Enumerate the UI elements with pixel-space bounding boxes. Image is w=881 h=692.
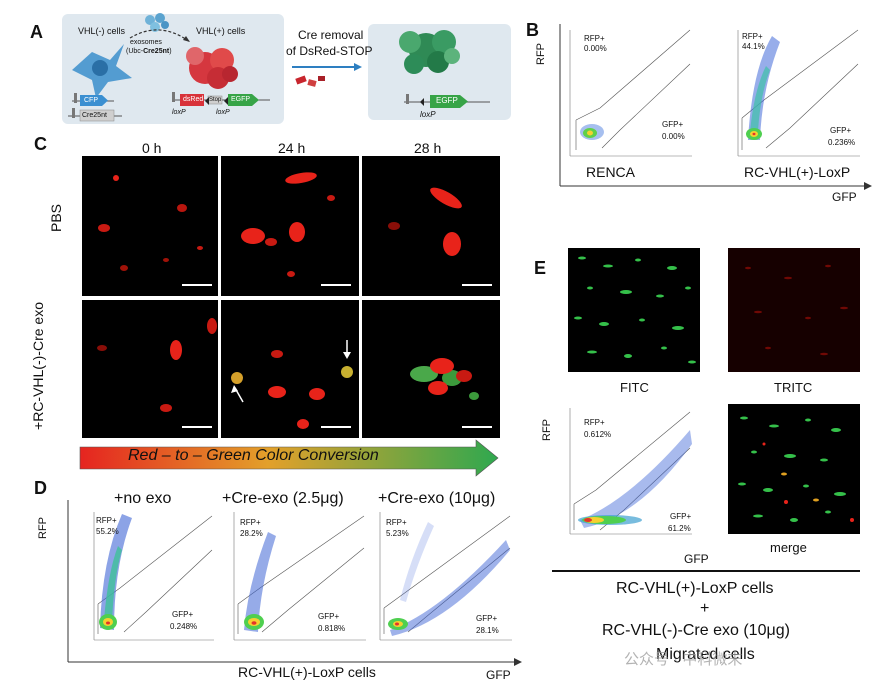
e-caption-line1: RC-VHL(+)-LoxP cells [616,580,774,597]
d1-rfp-pct: 55.2% [96,527,119,536]
micrograph-merge [728,404,860,534]
e-caption-plus: + [700,600,710,617]
micrograph-pbs-28h [362,156,500,296]
d2-rfp-pct: 28.2% [240,529,263,538]
micrograph-fitc [568,248,700,372]
exosomes-label: exosomes [130,39,162,46]
e-caption-line4: Migrated cells [656,646,755,663]
d1-gfp-gate: GFP+ [172,610,194,619]
d-title-no-exo: +no exo [114,490,172,507]
e-gfp-pct: 61.2% [668,524,691,533]
dsred-stop-label: of DsRed-STOP [286,44,373,58]
flow-plot-rc-vhl-loxp [737,29,860,157]
panel-label-e: E [534,258,547,278]
panel-e-divider [552,570,860,572]
time-24h: 24 h [278,140,306,156]
watermark: 公众号 · 中科微末 [624,651,743,668]
micrograph-pbs-24h [221,156,359,296]
flow-plot-cre-exo-2-5 [233,512,366,641]
panel-label-a: A [30,22,43,42]
d-title-cre-10: +Cre-exo (10μg) [378,490,496,507]
egfp-result-label: EGFP [436,96,458,105]
flow-plot-no-exo [93,512,214,641]
d3-rfp-pct: 5.23% [386,529,409,538]
micrograph-cre-24h [221,300,359,438]
d3-gfp-pct: 28.1% [476,626,499,635]
micrograph-cre-28h [362,300,500,438]
e-caption-line3: RC-VHL(-)-Cre exo (10μg) [602,622,790,639]
panel-b-x-axis-label: GFP [832,190,857,204]
label-fitc: FITC [620,380,649,395]
dsred-gene-label: dsRed [183,96,204,103]
loxp-label-2: loxP [216,109,230,116]
b1-gfp-pct: 0.00% [662,132,685,141]
ubc-cre-label: (Ubc-Cre25nt) [126,48,172,55]
cre-removal-label: Cre removal [298,28,364,42]
micrograph-pbs-0h [82,156,218,296]
b2-sample-name: RC-VHL(+)-LoxP [744,164,851,180]
cre25nt-gene-label: Cre25nt [82,112,107,119]
d2-rfp-gate: RFP+ [240,518,261,527]
e-rfp-gate: RFP+ [584,418,605,427]
panel-d-caption: RC-VHL(+)-LoxP cells [238,664,376,680]
vhl-pos-label: VHL(+) cells [196,26,246,36]
d1-gfp-pct: 0.248% [170,622,198,631]
d3-rfp-gate: RFP+ [386,518,407,527]
time-0h: 0 h [142,140,162,156]
time-28h: 28 h [414,140,442,156]
micrograph-cre-0h [82,300,218,438]
banner-text: Red – to – Green Color Conversion [128,447,379,464]
panel-e-x-axis-label: GFP [684,552,709,566]
stop-gene-label: Stop [209,97,222,103]
panel-label-b: B [526,20,539,40]
d-title-cre-2-5: +Cre-exo (2.5μg) [222,490,344,507]
b2-rfp-pct: 44.1% [742,42,765,51]
loxp-label-3: loxP [420,110,436,119]
cfp-gene-label: CFP [84,97,98,104]
egfp-gene-label: EGFP [231,96,251,103]
e-rfp-pct: 0.612% [584,430,612,439]
b1-sample-name: RENCA [586,164,636,180]
panel-label-d: D [34,478,47,498]
micrograph-tritc [728,248,860,372]
panel-label-c: C [34,134,47,154]
b2-gfp-pct: 0.236% [828,138,856,147]
flow-plot-renca [569,29,692,157]
loxp-label-1: loxP [172,109,186,116]
b1-rfp-gate: RFP+ [584,34,605,43]
label-merge: merge [770,540,807,555]
b2-gfp-gate: GFP+ [830,126,852,135]
d1-rfp-gate: RFP+ [96,516,117,525]
d3-gfp-gate: GFP+ [476,614,498,623]
e-gfp-gate: GFP+ [670,512,692,521]
flow-plot-cre-exo-10 [379,512,512,641]
b2-rfp-gate: RFP+ [742,32,763,41]
panel-d-x-axis-label: GFP [486,668,511,682]
vhl-neg-label: VHL(-) cells [78,26,126,36]
b1-gfp-gate: GFP+ [662,120,684,129]
b1-rfp-pct: 0.00% [584,44,607,53]
label-tritc: TRITC [774,380,813,395]
d2-gfp-pct: 0.818% [318,624,346,633]
d2-gfp-gate: GFP+ [318,612,340,621]
